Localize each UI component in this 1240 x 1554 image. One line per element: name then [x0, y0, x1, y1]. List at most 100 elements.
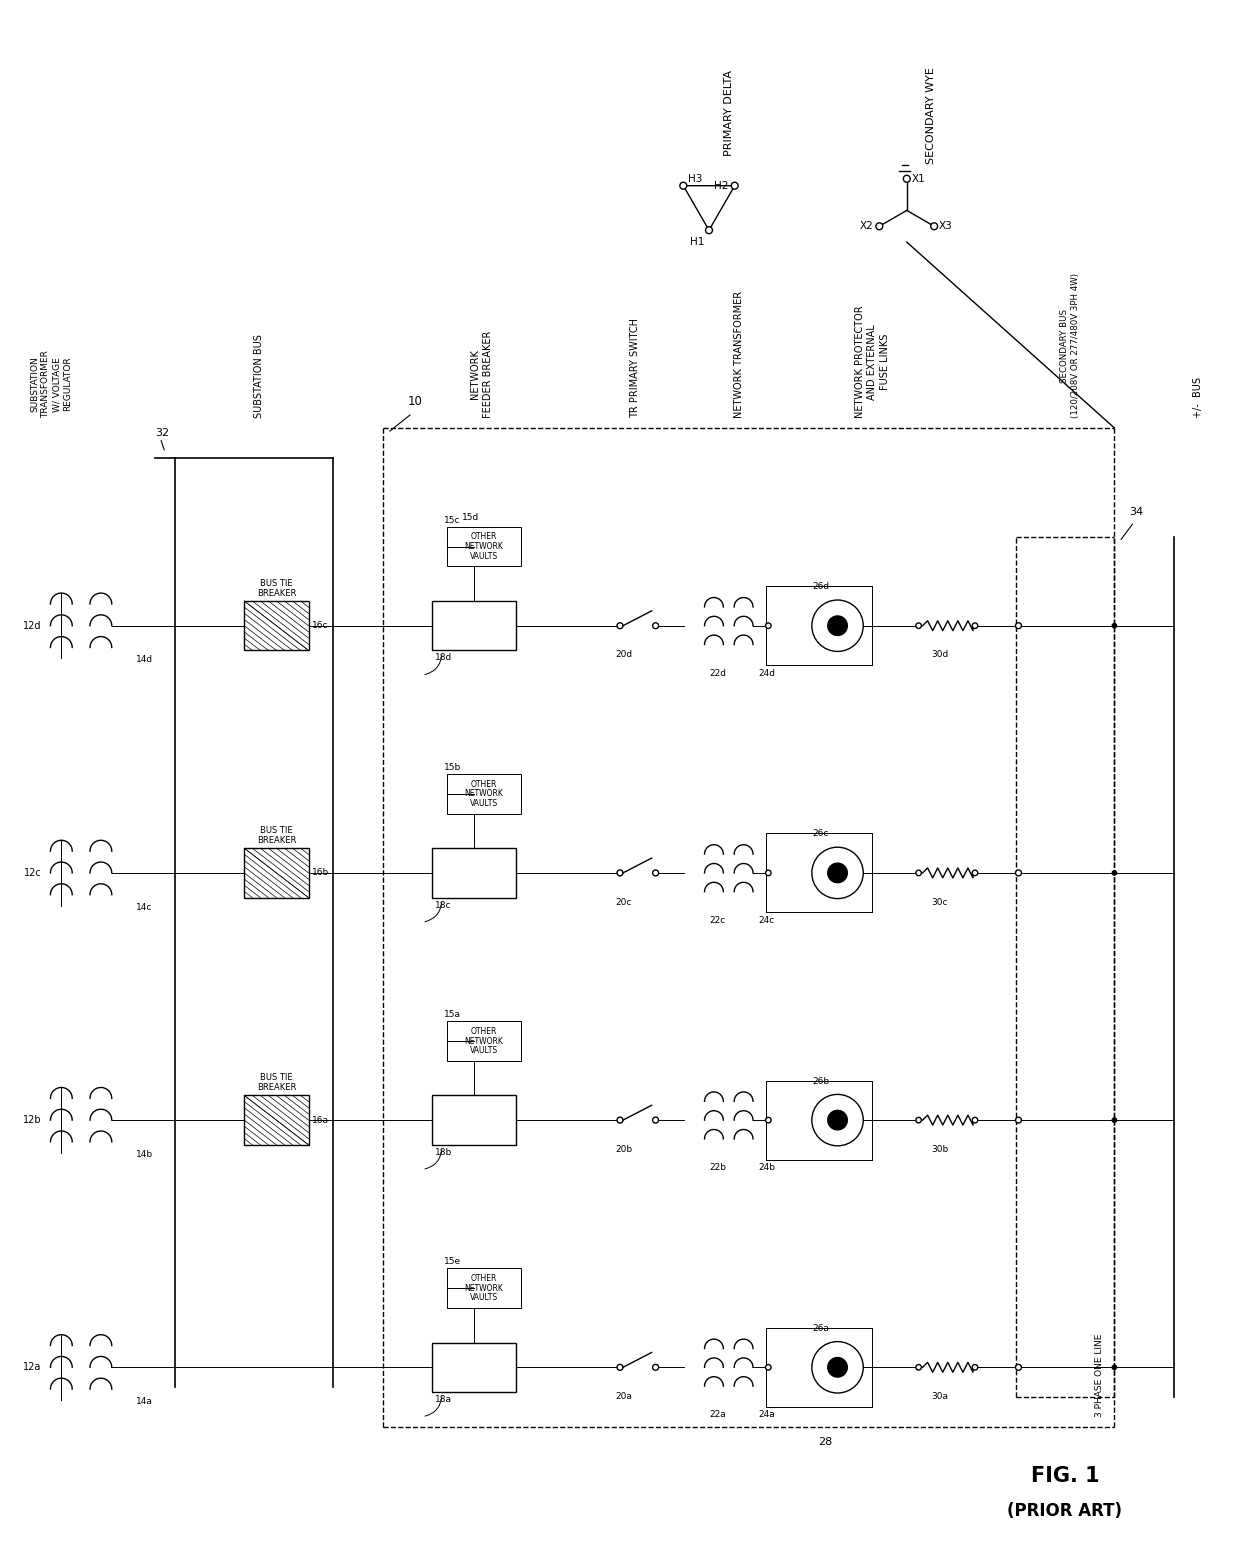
Circle shape — [812, 1094, 863, 1145]
Circle shape — [828, 615, 847, 636]
Circle shape — [916, 623, 921, 628]
Circle shape — [1016, 870, 1022, 876]
Circle shape — [828, 1111, 847, 1130]
Circle shape — [765, 623, 771, 628]
Bar — [244, 601, 309, 651]
Circle shape — [875, 222, 883, 230]
Circle shape — [706, 227, 713, 233]
Text: 22c: 22c — [709, 915, 725, 925]
Circle shape — [916, 1364, 921, 1371]
Circle shape — [765, 870, 771, 876]
Text: +/-  BUS: +/- BUS — [1193, 378, 1204, 418]
Text: H2: H2 — [714, 180, 729, 191]
Circle shape — [765, 1117, 771, 1124]
Circle shape — [828, 862, 847, 883]
Text: 22a: 22a — [709, 1411, 725, 1419]
Text: TR PRIMARY SWITCH: TR PRIMARY SWITCH — [630, 319, 640, 418]
Text: 12a: 12a — [24, 1363, 42, 1372]
Text: OTHER
NETWORK
VAULTS: OTHER NETWORK VAULTS — [465, 1274, 503, 1302]
Circle shape — [972, 623, 978, 628]
Text: 16a: 16a — [311, 1116, 329, 1125]
Circle shape — [1016, 1117, 1022, 1124]
Text: X3: X3 — [939, 221, 952, 232]
Text: H3: H3 — [688, 174, 703, 183]
Text: 15e: 15e — [444, 1257, 461, 1267]
Text: 22d: 22d — [709, 668, 725, 678]
Bar — [446, 527, 521, 566]
Text: BUS TIE
BREAKER: BUS TIE BREAKER — [257, 1072, 296, 1092]
Bar — [446, 774, 521, 814]
Text: NETWORK TRANSFORMER: NETWORK TRANSFORMER — [734, 291, 744, 418]
Circle shape — [972, 1117, 978, 1124]
Circle shape — [1112, 1364, 1116, 1369]
Text: SUBSTATION BUS: SUBSTATION BUS — [254, 334, 264, 418]
Circle shape — [812, 847, 863, 898]
Circle shape — [1112, 1117, 1116, 1122]
Text: NETWORK PROTECTOR
AND EXTERNAL
FUSE LINKS: NETWORK PROTECTOR AND EXTERNAL FUSE LINK… — [854, 306, 889, 418]
Text: 14d: 14d — [135, 656, 153, 665]
Text: SECONDARY WYE: SECONDARY WYE — [926, 67, 936, 163]
Text: 3 PHASE ONE LINE: 3 PHASE ONE LINE — [1095, 1333, 1104, 1417]
Text: 30c: 30c — [931, 898, 947, 906]
Circle shape — [916, 870, 921, 876]
Circle shape — [765, 1364, 771, 1371]
Circle shape — [652, 1117, 658, 1124]
Text: 15c: 15c — [444, 516, 460, 525]
Circle shape — [1016, 1364, 1022, 1371]
Text: 20c: 20c — [615, 898, 631, 906]
Text: 30b: 30b — [931, 1145, 949, 1153]
Circle shape — [916, 1117, 921, 1124]
Bar — [432, 1343, 516, 1392]
Text: OTHER
NETWORK
VAULTS: OTHER NETWORK VAULTS — [465, 780, 503, 808]
Circle shape — [931, 222, 937, 230]
Circle shape — [812, 1341, 863, 1392]
Text: OTHER
NETWORK
VAULTS: OTHER NETWORK VAULTS — [465, 1027, 503, 1055]
Text: 26d: 26d — [812, 583, 830, 591]
Text: 18c: 18c — [435, 901, 451, 909]
Text: H1: H1 — [689, 238, 704, 247]
Circle shape — [972, 870, 978, 876]
Text: BUS TIE
BREAKER: BUS TIE BREAKER — [257, 578, 296, 598]
Bar — [432, 601, 516, 651]
Circle shape — [903, 176, 910, 182]
Text: (PRIOR ART): (PRIOR ART) — [1007, 1501, 1122, 1520]
Text: 24d: 24d — [759, 668, 775, 678]
Circle shape — [618, 870, 622, 876]
Text: 26b: 26b — [812, 1077, 830, 1086]
Circle shape — [618, 1364, 622, 1371]
Circle shape — [828, 1358, 847, 1377]
Text: 18b: 18b — [435, 1148, 453, 1156]
Text: SECONDARY BUS
(120/208V OR 277/480V 3PH 4W): SECONDARY BUS (120/208V OR 277/480V 3PH … — [1060, 274, 1080, 418]
Text: 24c: 24c — [759, 915, 775, 925]
Circle shape — [680, 182, 687, 190]
Text: 18d: 18d — [435, 653, 453, 662]
Text: 10: 10 — [408, 395, 423, 409]
Text: 14a: 14a — [135, 1397, 153, 1406]
Circle shape — [972, 1364, 978, 1371]
Text: 30a: 30a — [931, 1392, 949, 1402]
Text: 20a: 20a — [615, 1392, 632, 1402]
Circle shape — [652, 623, 658, 629]
Circle shape — [812, 600, 863, 651]
Circle shape — [732, 182, 738, 190]
Text: BUS TIE
BREAKER: BUS TIE BREAKER — [257, 825, 296, 845]
Circle shape — [1112, 870, 1116, 875]
Text: 34: 34 — [1130, 507, 1143, 517]
Text: 20b: 20b — [615, 1145, 632, 1153]
Bar — [432, 848, 516, 898]
Text: 30d: 30d — [931, 651, 949, 659]
Circle shape — [1016, 623, 1022, 629]
Text: SUBSTATION
TRANSFORMER
W/ VOLTAGE
REGULATOR: SUBSTATION TRANSFORMER W/ VOLTAGE REGULA… — [30, 350, 73, 418]
Circle shape — [618, 1117, 622, 1124]
Text: PRIMARY DELTA: PRIMARY DELTA — [724, 70, 734, 155]
Text: 24b: 24b — [759, 1162, 775, 1172]
Text: FIG. 1: FIG. 1 — [1030, 1465, 1100, 1486]
Text: X2: X2 — [859, 221, 873, 232]
Text: 15d: 15d — [461, 513, 479, 522]
Circle shape — [1112, 623, 1116, 628]
Text: 28: 28 — [817, 1436, 832, 1447]
Text: 12c: 12c — [24, 869, 42, 878]
Circle shape — [652, 1364, 658, 1371]
Bar — [446, 1021, 521, 1061]
Text: 20d: 20d — [615, 651, 632, 659]
